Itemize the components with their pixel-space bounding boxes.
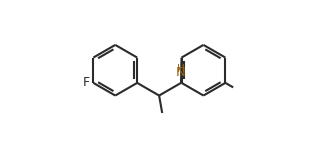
Text: H: H xyxy=(177,64,185,74)
Text: F: F xyxy=(83,76,90,89)
Text: N: N xyxy=(175,66,185,79)
